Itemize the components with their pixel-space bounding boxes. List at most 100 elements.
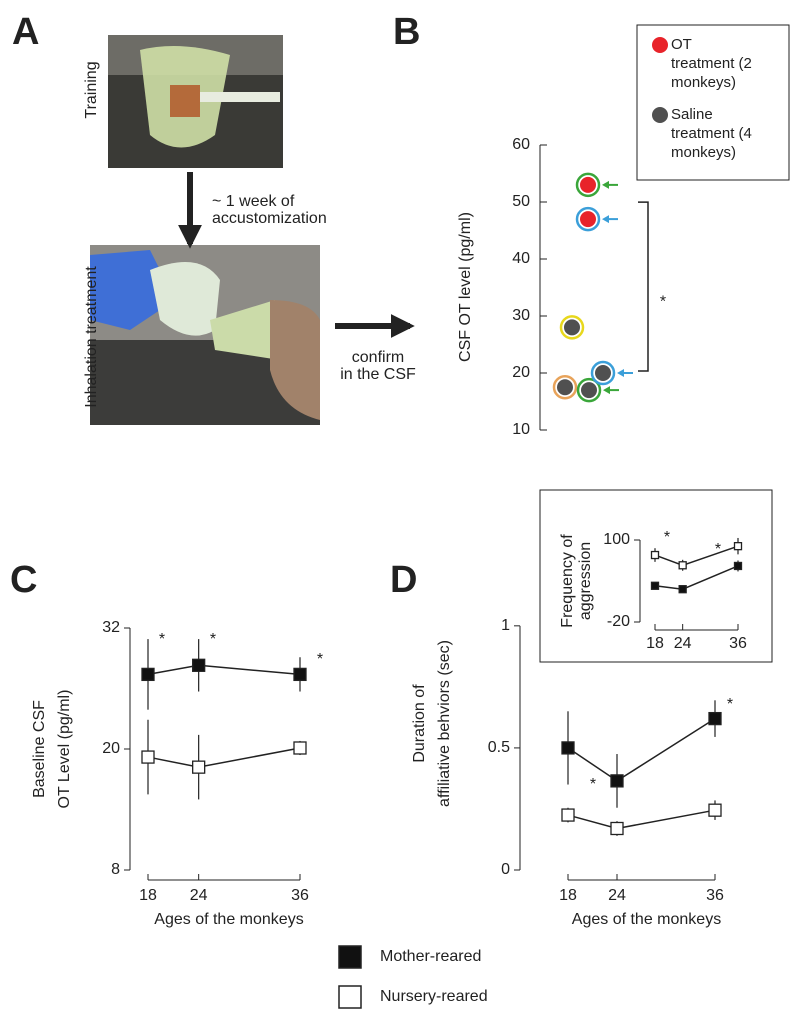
marker [141,667,155,682]
arrow-text: ~ 1 week of [212,193,295,210]
y-tick-label: 32 [102,619,120,636]
significance-bracket [638,201,649,372]
y-tick-label: 60 [512,136,530,153]
marker [141,750,155,764]
legend-entry: OT treatment (2 monkeys) [671,36,752,91]
marker [733,561,743,571]
point [595,365,611,381]
point [557,379,573,396]
legend-marker [652,37,668,53]
legend-label: Nursery-reared [380,988,488,1005]
significance-star: * [159,631,165,648]
point-ring [576,377,602,403]
y-tick-label: 0.5 [488,739,510,756]
pointer-arrow-head [602,180,609,189]
x-tick-label: 36 [291,887,309,904]
point [580,176,596,193]
marker [733,542,743,551]
series-line [567,809,716,830]
photo-caption: Training [83,61,100,118]
significance-star: * [664,529,670,546]
significance-star: * [715,541,721,558]
marker [678,585,687,594]
y-tick-label: 8 [111,861,120,878]
y-tick-label: 10 [512,421,530,438]
point-ring [559,315,585,340]
point-ring [552,375,578,400]
legend-box [636,24,790,181]
pointer-arrow-head [602,215,609,224]
pointer-arrow-head [603,386,610,395]
y-axis-label: CSF OT level (pg/ml) [457,212,474,362]
x-axis-label: Ages of the monkeys [572,911,721,928]
x-tick-label: 18 [646,635,664,652]
y-axis-label: aggression [577,542,594,620]
point [580,211,596,228]
y-tick-label: 50 [512,193,530,210]
significance-star: * [727,696,733,713]
y-axis-label: Baseline CSF [31,700,48,798]
marker [561,741,575,755]
significance-star: * [590,776,596,793]
x-tick-label: 36 [706,887,724,904]
legend-marker [338,985,362,1009]
arrow-text: confirm [352,349,404,366]
x-tick-label: 18 [139,887,157,904]
marker [650,581,660,590]
series-line [147,664,301,676]
y-axis-label: Frequency of [559,534,576,628]
legend-text: Saline treatment (4 monkeys) [671,106,752,161]
series-line [147,747,301,768]
significance-star: * [210,631,216,648]
photo-training [108,35,283,168]
inset-box [539,489,773,663]
marker [293,667,307,682]
marker [708,711,722,726]
point [581,382,597,399]
y-tick-label: 1 [501,617,510,634]
marker [192,760,206,774]
marker [678,561,687,570]
legend-label: Mother-reared [380,948,481,965]
x-tick-label: 24 [608,887,626,904]
panel-label: D [390,559,417,601]
y-axis-label: OT Level (pg/ml) [56,690,73,809]
y-axis-label: affiliative behviors (sec) [436,640,453,807]
legend-entry: Saline treatment (4 monkeys) [671,106,752,161]
point [564,319,580,336]
marker [610,774,624,788]
panel-label: C [10,559,37,601]
photo-caption: Inhalation treatment [83,266,100,408]
marker [650,550,660,560]
y-tick-label: 30 [512,307,530,324]
y-tick-label: -20 [607,613,630,630]
marker [192,658,206,672]
significance-star: * [660,293,666,310]
arrow-text: in the CSF [340,366,416,383]
marker [610,821,624,836]
pointer-arrow-head [617,369,624,377]
y-tick-label: 40 [512,250,530,267]
y-tick-label: 0 [501,861,510,878]
significance-star: * [317,651,323,668]
x-tick-label: 24 [190,887,208,904]
arrow-text: accustomization [212,210,327,227]
y-axis-label: Duration of [411,684,428,763]
legend-text: OT treatment (2 monkeys) [671,36,752,91]
marker [293,741,307,755]
panel-label: A [12,11,39,53]
x-tick-label: 18 [559,887,577,904]
x-tick-label: 36 [729,635,747,652]
x-tick-label: 24 [674,635,692,652]
photo-inhalation [90,245,320,425]
y-tick-label: 100 [603,531,630,548]
y-tick-label: 20 [512,364,530,381]
point-ring [575,206,601,232]
legend-marker [338,945,362,969]
panel-label: B [393,11,420,53]
legend-marker [652,107,668,123]
y-tick-label: 20 [102,740,120,757]
point-ring [575,172,601,198]
marker [708,803,722,817]
